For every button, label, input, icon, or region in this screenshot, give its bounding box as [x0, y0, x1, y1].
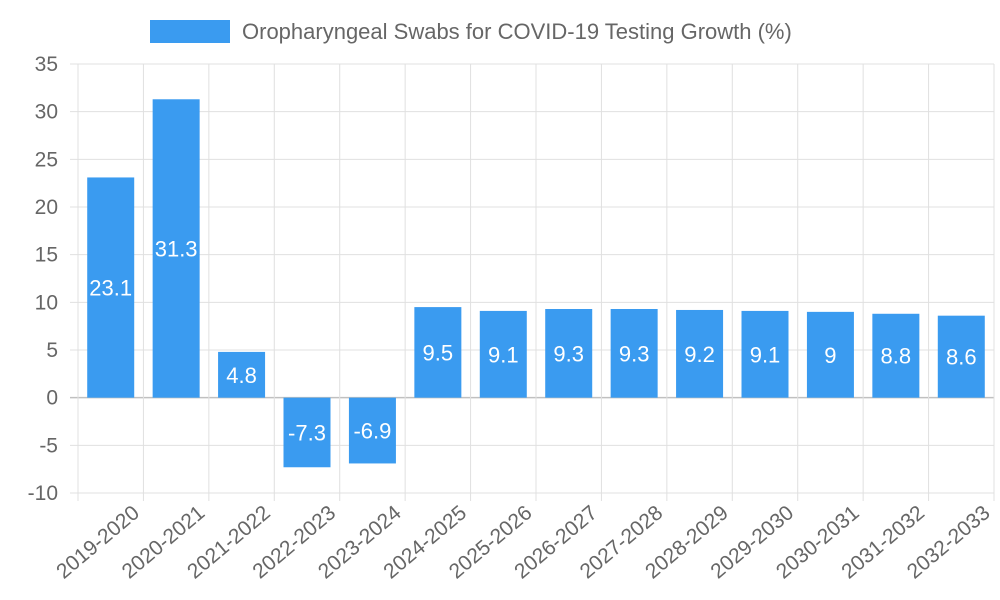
data-label: 4.8	[226, 363, 257, 388]
legend[interactable]: Oropharyngeal Swabs for COVID-19 Testing…	[150, 19, 792, 44]
bar[interactable]	[87, 177, 135, 398]
bar[interactable]	[218, 351, 266, 398]
data-label: 9.5	[423, 340, 454, 365]
bar[interactable]	[676, 309, 724, 398]
y-tick-label: -10	[28, 482, 58, 505]
bar[interactable]	[937, 315, 985, 398]
y-tick-label: 15	[35, 244, 58, 267]
data-label: -6.9	[353, 419, 391, 444]
y-tick-label: 30	[35, 101, 58, 124]
data-label: 9.2	[684, 342, 715, 367]
data-label: 23.1	[89, 276, 132, 301]
grid-layer	[70, 63, 995, 501]
data-label: -7.3	[288, 420, 326, 445]
bar[interactable]	[610, 309, 658, 398]
y-tick-label: 0	[46, 387, 58, 410]
data-label: 31.3	[155, 236, 198, 261]
bar[interactable]	[283, 397, 331, 468]
data-label: 9	[824, 343, 836, 368]
y-tick-label: 25	[35, 148, 58, 171]
bar[interactable]	[545, 309, 593, 398]
y-tick-label: 35	[35, 53, 58, 76]
bar[interactable]	[414, 307, 462, 398]
y-tick-label: -5	[39, 434, 58, 457]
bar[interactable]	[872, 313, 920, 398]
data-labels-layer: 23.1 31.3 4.8 -7.3 -6.9 9.5 9.1 9.3 9.3 9.2 9.1 9 8.…	[89, 236, 976, 445]
bar[interactable]	[348, 397, 396, 464]
data-label: 8.6	[946, 345, 977, 370]
bar[interactable]	[152, 99, 200, 398]
y-tick-label: 10	[35, 291, 58, 314]
data-label: 9.3	[619, 341, 650, 366]
data-label: 9.1	[488, 342, 519, 367]
y-tick-label: 5	[46, 339, 58, 362]
y-tick-label: 20	[35, 196, 58, 219]
legend-swatch	[150, 20, 230, 43]
legend-label: Oropharyngeal Swabs for COVID-19 Testing…	[242, 19, 792, 44]
data-label: 9.3	[553, 341, 584, 366]
bar[interactable]	[479, 310, 527, 398]
data-label: 9.1	[750, 342, 781, 367]
bars-layer	[87, 99, 985, 468]
bar[interactable]	[806, 311, 854, 398]
data-label: 8.8	[881, 344, 912, 369]
bar[interactable]	[741, 310, 789, 398]
